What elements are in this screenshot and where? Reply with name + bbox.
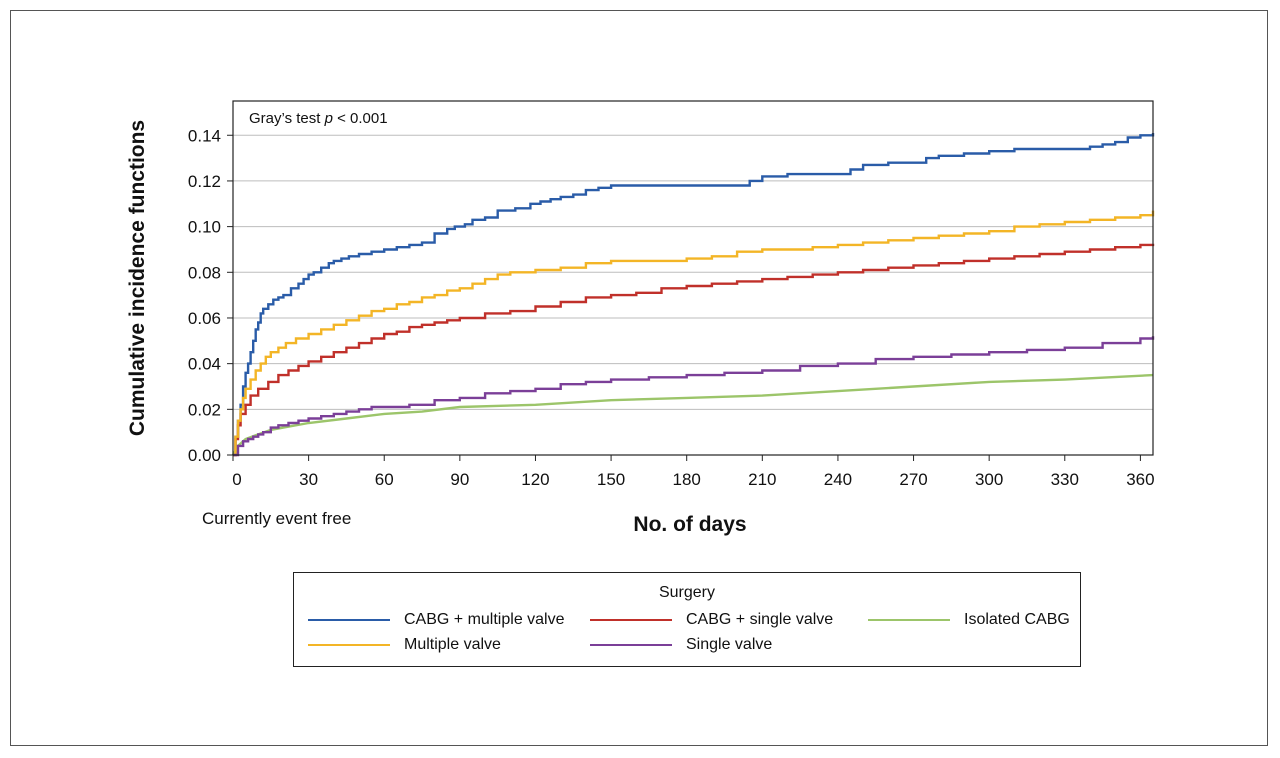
legend-title: Surgery [658, 584, 716, 601]
figure-frame [10, 10, 1268, 746]
x-tick-label: 300 [975, 470, 1003, 489]
x-tick-label: 30 [299, 470, 318, 489]
y-tick-label: 0.12 [188, 172, 221, 191]
y-tick-label: 0.06 [188, 309, 221, 328]
series-line-cabg-single-valve [233, 243, 1155, 457]
plot-area [232, 100, 1154, 456]
legend-swatch [308, 619, 390, 621]
series-line-isolated-cabg [231, 373, 1154, 456]
gridlines [233, 134, 1153, 410]
legend-item: Isolated CABG [868, 611, 1070, 629]
legend: Surgery CABG + multiple valve CABG + sing… [293, 572, 1081, 667]
legend-item: CABG + multiple valve [308, 611, 565, 629]
currently-event-free-label: Currently event free [202, 509, 351, 528]
x-tick-label: 180 [673, 470, 701, 489]
annotation-prefix: Gray’s test [249, 110, 325, 127]
y-tick-label: 0.00 [188, 446, 221, 465]
legend-swatch [590, 644, 672, 646]
legend-swatch [868, 619, 950, 621]
x-tick-label: 240 [824, 470, 852, 489]
y-axis-ticks: 0.00 0.02 0.04 0.06 0.08 0.10 0.12 0.14 [188, 126, 233, 465]
legend-item: CABG + single valve [590, 611, 833, 629]
legend-swatch [590, 619, 672, 621]
series-line-multiple-valve [233, 210, 1155, 457]
legend-label: Multiple valve [404, 636, 501, 653]
legend-item: Multiple valve [308, 636, 501, 654]
x-tick-label: 120 [521, 470, 549, 489]
x-tick-label: 330 [1051, 470, 1079, 489]
series-line-single-valve [233, 336, 1155, 457]
series-lines [231, 133, 1155, 457]
x-axis-ticks: 0 30 60 90 120 150 180 210 240 270 300 330 360 [232, 455, 1155, 489]
y-tick-label: 0.10 [188, 218, 221, 237]
annotation-suffix: < 0.001 [333, 110, 388, 127]
grays-test-annotation: Gray’s test p < 0.001 [249, 110, 388, 127]
legend-swatch [308, 644, 390, 646]
x-axis-title: No. of days [633, 513, 746, 536]
annotation-p: p [324, 110, 333, 127]
x-tick-label: 360 [1126, 470, 1154, 489]
x-tick-label: 0 [232, 470, 241, 489]
y-tick-label: 0.04 [188, 355, 221, 374]
y-tick-label: 0.14 [188, 126, 221, 145]
y-tick-label: 0.08 [188, 263, 221, 282]
x-tick-label: 270 [899, 470, 927, 489]
x-tick-label: 60 [375, 470, 394, 489]
legend-label: CABG + multiple valve [404, 611, 565, 628]
legend-item: Single valve [590, 636, 772, 654]
legend-label: Single valve [686, 636, 773, 653]
series-line-cabg-multiple-valve [233, 133, 1155, 457]
legend-label: CABG + single valve [686, 611, 834, 628]
y-axis-title: Cumulative incidence functions [126, 120, 149, 436]
chart: 0.00 0.02 0.04 0.06 0.08 0.10 0.12 0.14 0 30 60 90… [126, 100, 1155, 536]
y-tick-label: 0.02 [188, 400, 221, 419]
x-tick-label: 90 [450, 470, 469, 489]
legend-label: Isolated CABG [964, 611, 1070, 628]
x-tick-label: 150 [597, 470, 625, 489]
x-tick-label: 210 [748, 470, 776, 489]
